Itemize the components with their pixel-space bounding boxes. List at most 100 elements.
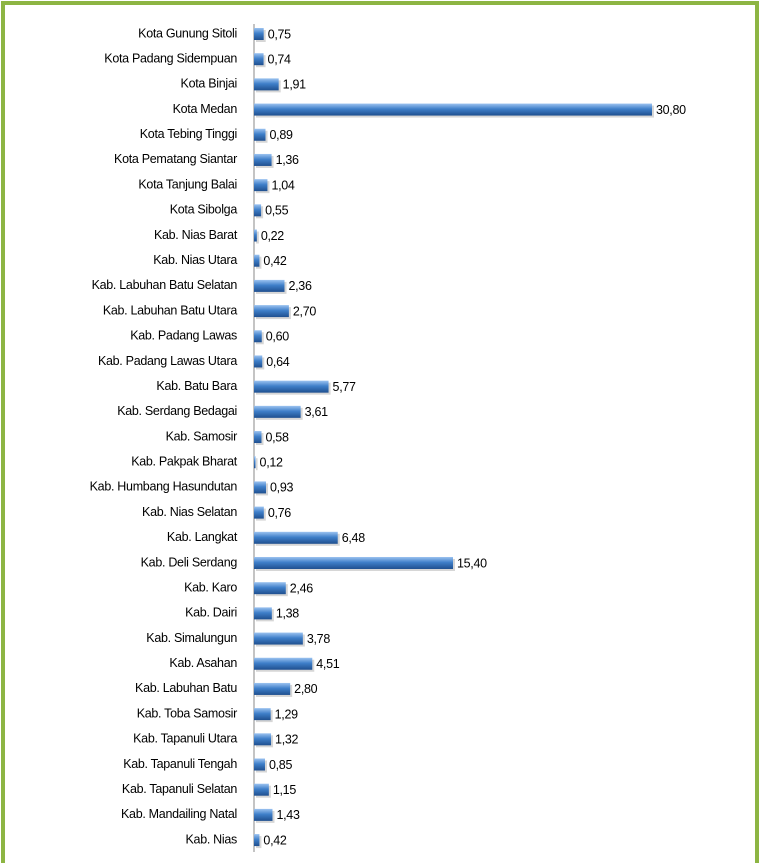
bar [254,330,262,343]
category-label: Kab. Labuhan Batu [135,681,237,695]
category-label: Kab. Nias [186,832,238,846]
category-label: Kab. Deli Serdang [141,555,238,569]
bar [254,708,271,721]
bar [254,229,257,242]
category-label: Kab. Labuhan Batu Utara [103,303,238,317]
value-label: 0,58 [265,430,288,444]
value-label: 1,29 [275,707,298,721]
bar-shadow [256,458,258,471]
category-label: Kota Binjai [181,77,237,91]
bar [254,355,263,368]
value-label: 6,48 [342,531,365,545]
bar [254,431,262,444]
value-label: 0,89 [270,128,293,142]
bar-shadow [256,231,259,244]
value-label: 0,75 [268,27,291,41]
value-label: 0,85 [269,758,292,772]
category-label: Kab. Tapanuli Utara [133,732,237,746]
category-label: Kab. Padang Lawas Utara [98,354,237,368]
category-label: Kab. Batu Bara [156,379,237,393]
value-label: 1,15 [273,783,296,797]
category-label: Kab. Dairi [185,606,237,620]
value-label: 0,60 [266,330,289,344]
bar [254,405,301,418]
value-label: 2,70 [293,304,316,318]
category-label: Kab. Nias Selatan [142,505,237,519]
category-label: Kab. Asahan [169,656,237,670]
bar [254,783,269,796]
value-label: 1,91 [283,78,306,92]
value-label: 5,77 [333,380,356,394]
value-label: 0,93 [270,481,293,495]
bar [254,279,285,292]
bar [254,733,272,746]
bar [254,531,338,544]
value-label: 0,12 [260,456,283,470]
value-label: 0,22 [261,229,284,243]
category-label: Kota Tanjung Balai [138,177,237,191]
bar [254,808,273,821]
category-label: Kota Tebing Tinggi [140,127,237,141]
category-label: Kab. Nias Utara [153,253,237,267]
bar [254,78,279,91]
bar [254,506,264,519]
category-label: Kota Gunung Sitoli [138,26,237,40]
category-label: Kab. Toba Samosir [137,706,237,720]
value-label: 15,40 [457,556,487,570]
value-label: 1,04 [271,178,294,192]
bar [254,254,260,267]
value-label: 1,32 [275,733,298,747]
category-label: Kab. Karo [184,580,237,594]
value-label: 3,61 [305,405,328,419]
value-label: 0,55 [265,204,288,218]
value-label: 1,36 [276,153,299,167]
value-label: 0,76 [268,506,291,520]
category-label: Kab. Simalungun [146,631,237,645]
bar [254,632,303,645]
bar [254,456,256,469]
category-label: Kab. Mandailing Natal [121,807,237,821]
category-label: Kab. Tapanuli Tengah [123,757,237,771]
bar [254,380,329,393]
value-label: 30,80 [656,103,686,117]
bar [254,758,265,771]
bar [254,582,286,595]
bar [254,179,268,192]
category-label: Kab. Serdang Bedagai [117,404,237,418]
category-label: Kab. Nias Barat [154,228,238,242]
bar [254,682,291,695]
bar [254,103,652,116]
value-label: 0,42 [263,254,286,268]
bar [254,204,262,217]
category-label: Kab. Labuhan Batu Selatan [92,278,238,292]
bar [254,28,264,40]
bar [254,128,266,141]
value-label: 2,46 [290,581,313,595]
bar [254,153,272,166]
bar [254,53,264,66]
bar [254,834,260,847]
value-label: 1,43 [276,808,299,822]
category-label: Kab. Langkat [167,530,238,544]
category-label: Kota Medan [173,102,238,116]
category-label: Kota Padang Sidempuan [104,51,237,65]
bar [254,481,267,494]
value-label: 2,80 [294,682,317,696]
bar [254,657,313,670]
value-label: 3,78 [307,632,330,646]
value-label: 2,36 [288,279,311,293]
category-label: Kab. Tapanuli Selatan [122,782,237,796]
value-label: 0,42 [263,833,286,847]
value-label: 4,51 [316,657,339,671]
bar [254,305,289,318]
category-label: Kab. Pakpak Bharat [131,455,238,469]
category-label: Kota Sibolga [170,203,238,217]
bar [254,607,272,620]
bar [254,556,453,569]
value-label: 0,64 [266,355,289,369]
category-label: Kota Pematang Siantar [114,152,237,166]
category-label: Kab. Padang Lawas [130,329,237,343]
value-label: 0,74 [268,52,291,66]
